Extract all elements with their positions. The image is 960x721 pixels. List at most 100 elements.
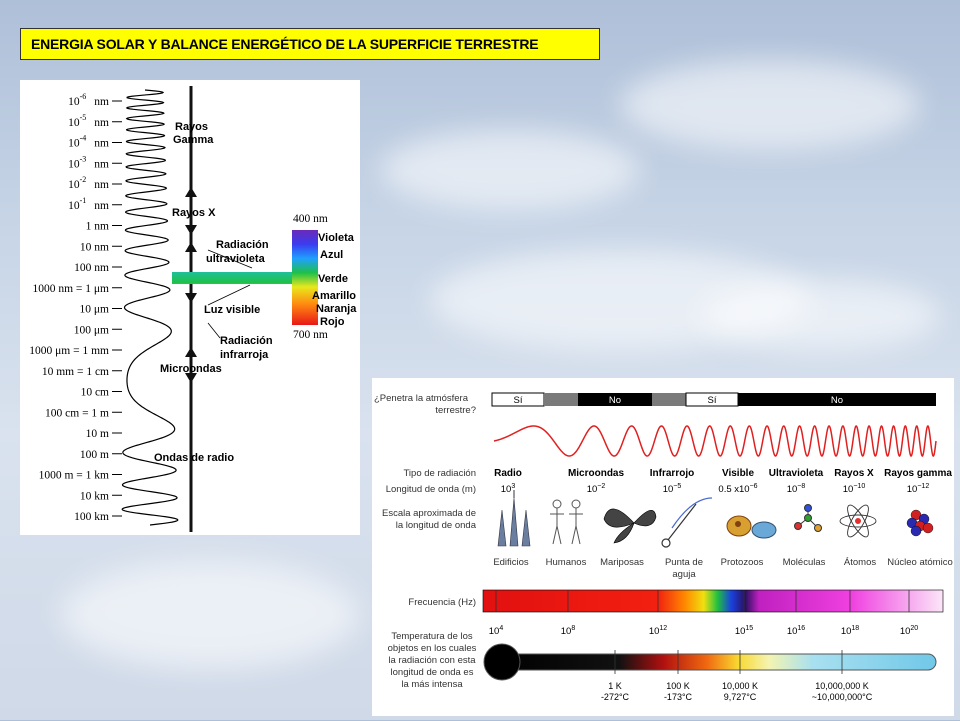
- axis-arrowhead: [185, 347, 197, 357]
- penetration-value: No: [609, 395, 621, 406]
- frequency-tick-label: 1020: [900, 625, 918, 637]
- slide-title-box: ENERGIA SOLAR Y BALANCE ENERGÉTICO DE LA…: [20, 28, 600, 60]
- wavelength-scale-label: 10-2 nm: [68, 175, 109, 191]
- radiation-type-name: Rayos gamma: [884, 468, 952, 479]
- scale-object-label: Mariposas: [600, 557, 644, 568]
- frequency-tick-label: 104: [489, 625, 504, 637]
- radiation-type-label: Tipo de radiación: [403, 468, 476, 479]
- spectrum-scale-panel: 10-6 nm 10-5 nm 10-4 nm 10-3 nm 10-2 nm 10-1 nm 1 nm…: [20, 80, 360, 535]
- temperature-label: la radiación con esta: [388, 655, 476, 666]
- wavelength-scale-label: 100 m: [80, 449, 109, 461]
- humans-icon: [550, 499, 583, 545]
- needle-icon: [661, 497, 713, 548]
- scale-object-label: Átomos: [844, 557, 876, 568]
- region-label-radio: Ondas de radio: [154, 452, 234, 464]
- spectrum-comparison-panel: ¿Penetra la atmósfera terrestre? Sí No S…: [372, 378, 954, 716]
- axis-arrowhead: [185, 225, 197, 235]
- scale-label: Escala aproximada de: [382, 508, 476, 519]
- spectrum-comparison-figure: ¿Penetra la atmósfera terrestre? Sí No S…: [374, 392, 953, 702]
- protozoa-icon: [726, 515, 777, 539]
- uv-pointer-line: [207, 249, 253, 269]
- axis-arrowhead: [185, 373, 197, 383]
- wavelength-scale-label: 100 cm = 1 m: [45, 407, 109, 419]
- temperature-celsius: 9,727°C: [724, 692, 757, 702]
- frequency-bar: [482, 589, 944, 613]
- visible-color-label: Naranja: [316, 303, 357, 315]
- wavelength-scale-label: 10-3 nm: [68, 154, 109, 170]
- wavelength-scale-label: 10 m: [86, 428, 109, 440]
- wavelength-scale-label: 100 km: [74, 511, 109, 523]
- cloud-decoration: [700, 280, 940, 350]
- decreasing-frequency-wave: [121, 89, 179, 526]
- penetration-value: No: [831, 395, 843, 406]
- wavelength-scale-label: 1000 μm = 1 mm: [29, 345, 109, 357]
- scale-label: la longitud de onda: [396, 520, 477, 531]
- cloud-decoration: [60, 560, 360, 670]
- frequency-tick-label: 108: [561, 625, 576, 637]
- radiation-type-name: Microondas: [568, 468, 625, 479]
- temperature-kelvin: 10,000,000 K: [815, 681, 869, 691]
- wavelength-scale-label: 10 nm: [80, 241, 109, 253]
- region-label-visible: Luz visible: [204, 304, 260, 316]
- buildings-icon: [497, 490, 531, 547]
- temperature-celsius: -272°C: [601, 692, 630, 702]
- frequency-tick-label: 1012: [649, 625, 667, 637]
- wavelength-scale-label: 100 μm: [74, 324, 109, 336]
- visible-light-band: [172, 230, 318, 325]
- radiation-type-name: Visible: [722, 468, 754, 479]
- penetration-value: Sí: [708, 395, 717, 406]
- temperature-label: longitud de onda es: [391, 667, 474, 678]
- visible-color-label: Verde: [318, 273, 348, 285]
- wavelength-scale-label: 1 nm: [86, 221, 109, 233]
- temperature-celsius: -173°C: [664, 692, 693, 702]
- visible-color-label: Amarillo: [312, 290, 356, 302]
- radiation-types: Radio 103 Microondas 10−2 Infrarrojo 10−5 Visi…: [494, 468, 952, 495]
- wavelength-scale-label: 1000 m = 1 km: [39, 470, 109, 482]
- radiation-wavelength: 103: [501, 483, 516, 495]
- region-label-xray: Rayos X: [172, 207, 216, 219]
- region-label-microwave: Microondas: [160, 363, 222, 375]
- frequency-tick-label: 1016: [787, 625, 805, 637]
- region-label-uv: ultravioleta: [206, 253, 266, 265]
- temperature-label: Temperatura de los: [391, 631, 473, 642]
- wavelength-scale-label: 10 km: [80, 490, 109, 502]
- penetration-label: terrestre?: [435, 405, 476, 416]
- temperature-kelvin: 10,000 K: [722, 681, 758, 691]
- region-label-uv: Radiación: [216, 239, 269, 251]
- temperature-label: objetos en los cuales: [388, 643, 477, 654]
- slide-title: ENERGIA SOLAR Y BALANCE ENERGÉTICO DE LA…: [31, 36, 539, 52]
- visible-color-label: Azul: [320, 249, 343, 261]
- frequency-label: Frecuencia (Hz): [408, 597, 476, 608]
- radiation-wavelength: 10−10: [843, 483, 866, 495]
- region-label-gamma: Gamma: [173, 134, 214, 146]
- radiation-type-name: Radio: [494, 468, 522, 479]
- radiation-wavelength: 10−5: [663, 483, 682, 495]
- molecule-icon: [794, 504, 822, 532]
- frequency-wave: [493, 425, 937, 457]
- atom-icon: [839, 504, 877, 538]
- wavelength-scale-label: 10 cm: [81, 387, 109, 399]
- visible-color-label: Rojo: [320, 316, 345, 328]
- nucleus-icon: [906, 509, 934, 537]
- wavelength-scale-label: 100 nm: [74, 262, 109, 274]
- wavelength-scale-label: 10-5 nm: [68, 113, 109, 129]
- radiation-type-name: Infrarrojo: [650, 468, 694, 479]
- axis-arrowhead: [185, 293, 197, 303]
- ir-pointer-line: [207, 322, 221, 339]
- scale-object-label: Punta de: [665, 557, 703, 568]
- temperature-label: la más intensa: [401, 679, 463, 690]
- wavelength-scale-label: 10 μm: [80, 304, 110, 316]
- scale-object-label: Edificios: [493, 557, 529, 568]
- wavelength-scale-ticks: [112, 100, 122, 517]
- penetration-bar: [491, 392, 936, 407]
- axis-arrowhead: [185, 187, 197, 197]
- thermometer-bar: [483, 643, 937, 681]
- wavelength-scale-labels: 10-6 nm 10-5 nm 10-4 nm 10-3 nm 10-2 nm 10-1 nm 1 nm…: [29, 92, 109, 523]
- scale-object-label: Núcleo atómico: [887, 557, 952, 568]
- radiation-wavelength: 10−2: [587, 483, 606, 495]
- radiation-wavelength: 10−8: [787, 483, 806, 495]
- scale-object-label: aguja: [672, 569, 696, 580]
- temperature-kelvin: 1 K: [608, 681, 622, 691]
- cloud-decoration: [620, 60, 920, 150]
